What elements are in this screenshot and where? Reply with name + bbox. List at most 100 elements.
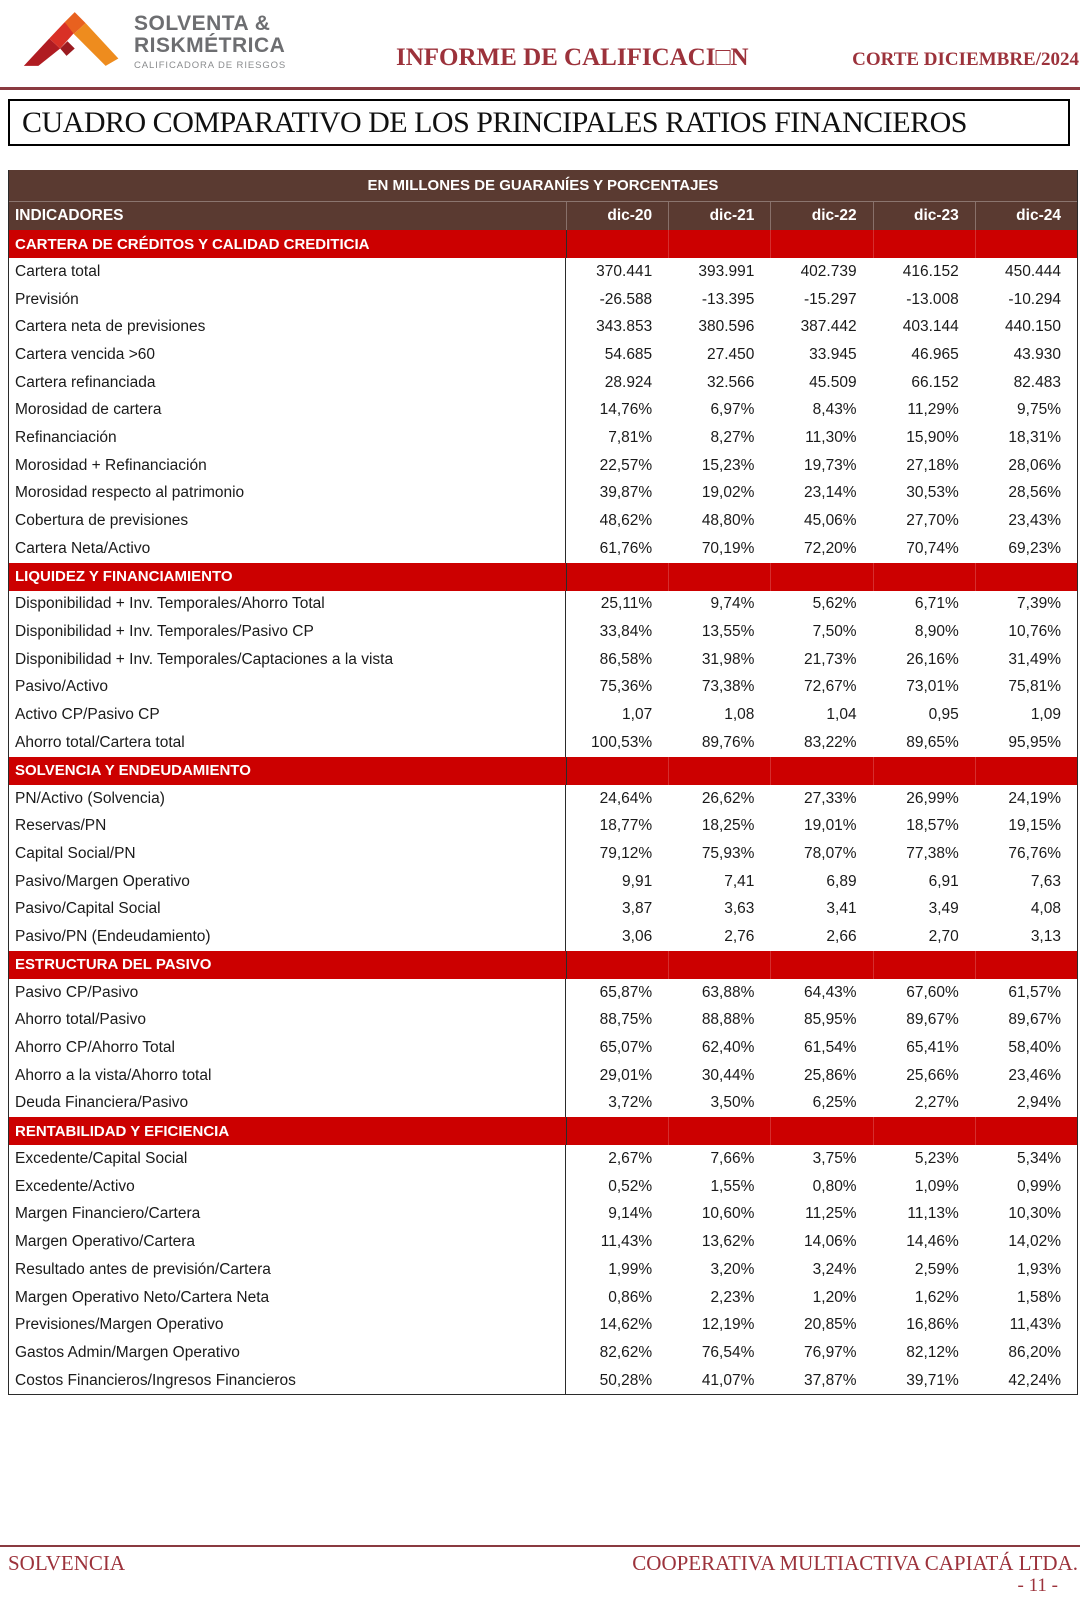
table-row: Previsiones/Margen Operativo 14,62% 12,19%… (9, 1311, 1077, 1340)
row-value: 67,60% (906, 983, 959, 1001)
row-value: 1,93% (1017, 1260, 1061, 1278)
row-value: 63,88% (701, 983, 755, 1001)
table-row: Cartera neta de previsiones 343.853 380.59… (9, 313, 1077, 342)
table-row: Cartera vencida >60 54.685 27.450 33.945 46.… (9, 341, 1077, 369)
row-value: 393.991 (698, 262, 755, 280)
row-value: 8,90% (914, 623, 959, 641)
section-filler-cell (770, 562, 872, 591)
row-label: Reservas/PN (9, 812, 566, 841)
row-value: 25,11% (600, 595, 653, 613)
table-row: Morosidad de cartera 14,76% 6,97% 8,43% 11,2… (9, 396, 1077, 425)
table-body: CARTERA DE CRÉDITOS Y CALIDAD CREDITICIA… (9, 230, 1077, 1395)
row-value: 15,90% (906, 428, 959, 446)
row-value: 39,87% (599, 484, 653, 502)
row-value: 343.853 (596, 318, 653, 336)
column-header-dic-20: dic-20 (566, 202, 668, 230)
page-header: SOLVENTA & RISKMÉTRICA CALIFICADORA DE R… (0, 0, 1080, 87)
row-value: 5,23% (914, 1150, 959, 1168)
row-label: Excedente/Activo (9, 1172, 566, 1201)
row-value: 14,46% (906, 1233, 959, 1251)
row-value: 3,50% (710, 1094, 755, 1112)
row-value: 70,74% (906, 539, 959, 557)
row-value: 13,62% (701, 1233, 755, 1251)
solventa-logo-icon (23, 12, 119, 66)
column-header-dic-21: dic-21 (668, 202, 770, 230)
document-title-box: CUADRO COMPARATIVO DE LOS PRINCIPALES RA… (8, 99, 1070, 146)
row-value: 28,06% (1008, 456, 1061, 474)
row-value: 11,43% (600, 1233, 653, 1251)
table-row: Capital Social/PN 79,12% 75,93% 78,07% 77,38… (9, 840, 1077, 868)
section-filler-cell (668, 1117, 770, 1146)
row-value: 15,23% (701, 456, 755, 474)
row-value: 10,60% (701, 1205, 755, 1223)
table-row: Excedente/Activo 0,52% 1,55% 0,80% 1,09% 0,99… (9, 1172, 1077, 1201)
table-row: Pasivo CP/Pasivo 65,87% 63,88% 64,43% 67,60%… (9, 978, 1077, 1007)
row-value: 23,43% (1008, 512, 1061, 530)
row-value: 10,76% (1008, 623, 1061, 641)
row-value: 30,53% (906, 484, 959, 502)
row-label: Cartera neta de previsiones (9, 313, 566, 342)
row-value: 0,99% (1017, 1177, 1061, 1195)
column-header-dic-22: dic-22 (770, 202, 872, 230)
table-row: Pasivo/Activo 75,36% 73,38% 72,67% 73,01% 75,… (9, 673, 1077, 702)
row-value: 25,66% (906, 1066, 959, 1084)
section-title: CARTERA DE CRÉDITOS Y CALIDAD CREDITICIA (15, 235, 370, 253)
row-value: 89,65% (906, 733, 959, 751)
section-filler-cell (872, 1117, 975, 1146)
row-value: 8,43% (812, 401, 857, 419)
row-value: 62,40% (701, 1039, 755, 1057)
row-value: 3,41 (826, 900, 857, 918)
table-row: Reservas/PN 18,77% 18,25% 19,01% 18,57% 19,15… (9, 812, 1077, 841)
page-number: - 11 - (1017, 1575, 1058, 1596)
row-label: Cobertura de previsiones (9, 507, 566, 535)
row-value: 403.144 (902, 318, 959, 336)
table-row: Excedente/Capital Social 2,67% 7,66% 3,75% 5… (9, 1145, 1077, 1173)
row-value: 78,07% (804, 844, 857, 862)
table-row: PN/Activo (Solvencia) 24,64% 26,62% 27,33% 2… (9, 784, 1077, 813)
row-value: 100,53% (590, 733, 653, 751)
report-cutoff-date: CORTE DICIEMBRE/2024 (852, 49, 1079, 70)
row-value: 88,75% (599, 1011, 653, 1029)
row-value: 73,38% (701, 678, 755, 696)
row-value: 45,06% (804, 512, 857, 530)
row-label: Pasivo/Margen Operativo (9, 867, 566, 896)
row-value: -26.588 (599, 290, 653, 308)
row-value: 73,01% (906, 678, 959, 696)
row-value: 20,85% (804, 1316, 857, 1334)
row-value: 89,67% (906, 1011, 959, 1029)
row-label: Pasivo/PN (Endeudamiento) (9, 923, 566, 951)
row-value: 31,49% (1008, 650, 1061, 668)
table-row: Disponibilidad + Inv. Temporales/Ahorro … (9, 590, 1077, 619)
section-filler-cell (668, 950, 770, 979)
row-value: 5,62% (812, 595, 857, 613)
row-value: 82,62% (599, 1343, 653, 1361)
row-value: 21,73% (804, 650, 857, 668)
row-value: 5,34% (1017, 1150, 1061, 1168)
row-value: 76,97% (804, 1343, 857, 1361)
row-value: 1,58% (1017, 1288, 1061, 1306)
row-value: 85,95% (804, 1011, 857, 1029)
row-label: Disponibilidad + Inv. Temporales/Pasivo … (9, 618, 566, 646)
table-row: Morosidad respecto al patrimonio 39,87% 19… (9, 479, 1077, 508)
row-value: 65,87% (599, 983, 653, 1001)
row-value: 7,41 (724, 872, 755, 890)
row-value: 39,71% (906, 1371, 959, 1389)
row-value: 26,62% (701, 789, 755, 807)
row-value: 28,56% (1008, 484, 1061, 502)
section-filler-cell (974, 562, 1077, 591)
row-value: 77,38% (906, 844, 959, 862)
section-filler-cell (974, 1117, 1077, 1146)
table-row: Disponibilidad + Inv. Temporales/Pasivo … (9, 618, 1077, 646)
row-value: 9,75% (1017, 401, 1061, 419)
logo-line1: SOLVENTA & (134, 12, 271, 35)
row-value: 0,86% (608, 1288, 653, 1306)
row-value: 76,54% (701, 1343, 755, 1361)
row-value: 3,63 (724, 900, 755, 918)
table-row: Ahorro CP/Ahorro Total 65,07% 62,40% 61,54%… (9, 1034, 1077, 1062)
indicators-column-header: INDICADORES (15, 207, 124, 224)
section-filler-cell (668, 756, 770, 785)
row-label: Ahorro a la vista/Ahorro total (9, 1061, 566, 1090)
table-row: Resultado antes de previsión/Cartera 1,99… (9, 1256, 1077, 1284)
column-header-dic-23: dic-23 (872, 202, 975, 230)
